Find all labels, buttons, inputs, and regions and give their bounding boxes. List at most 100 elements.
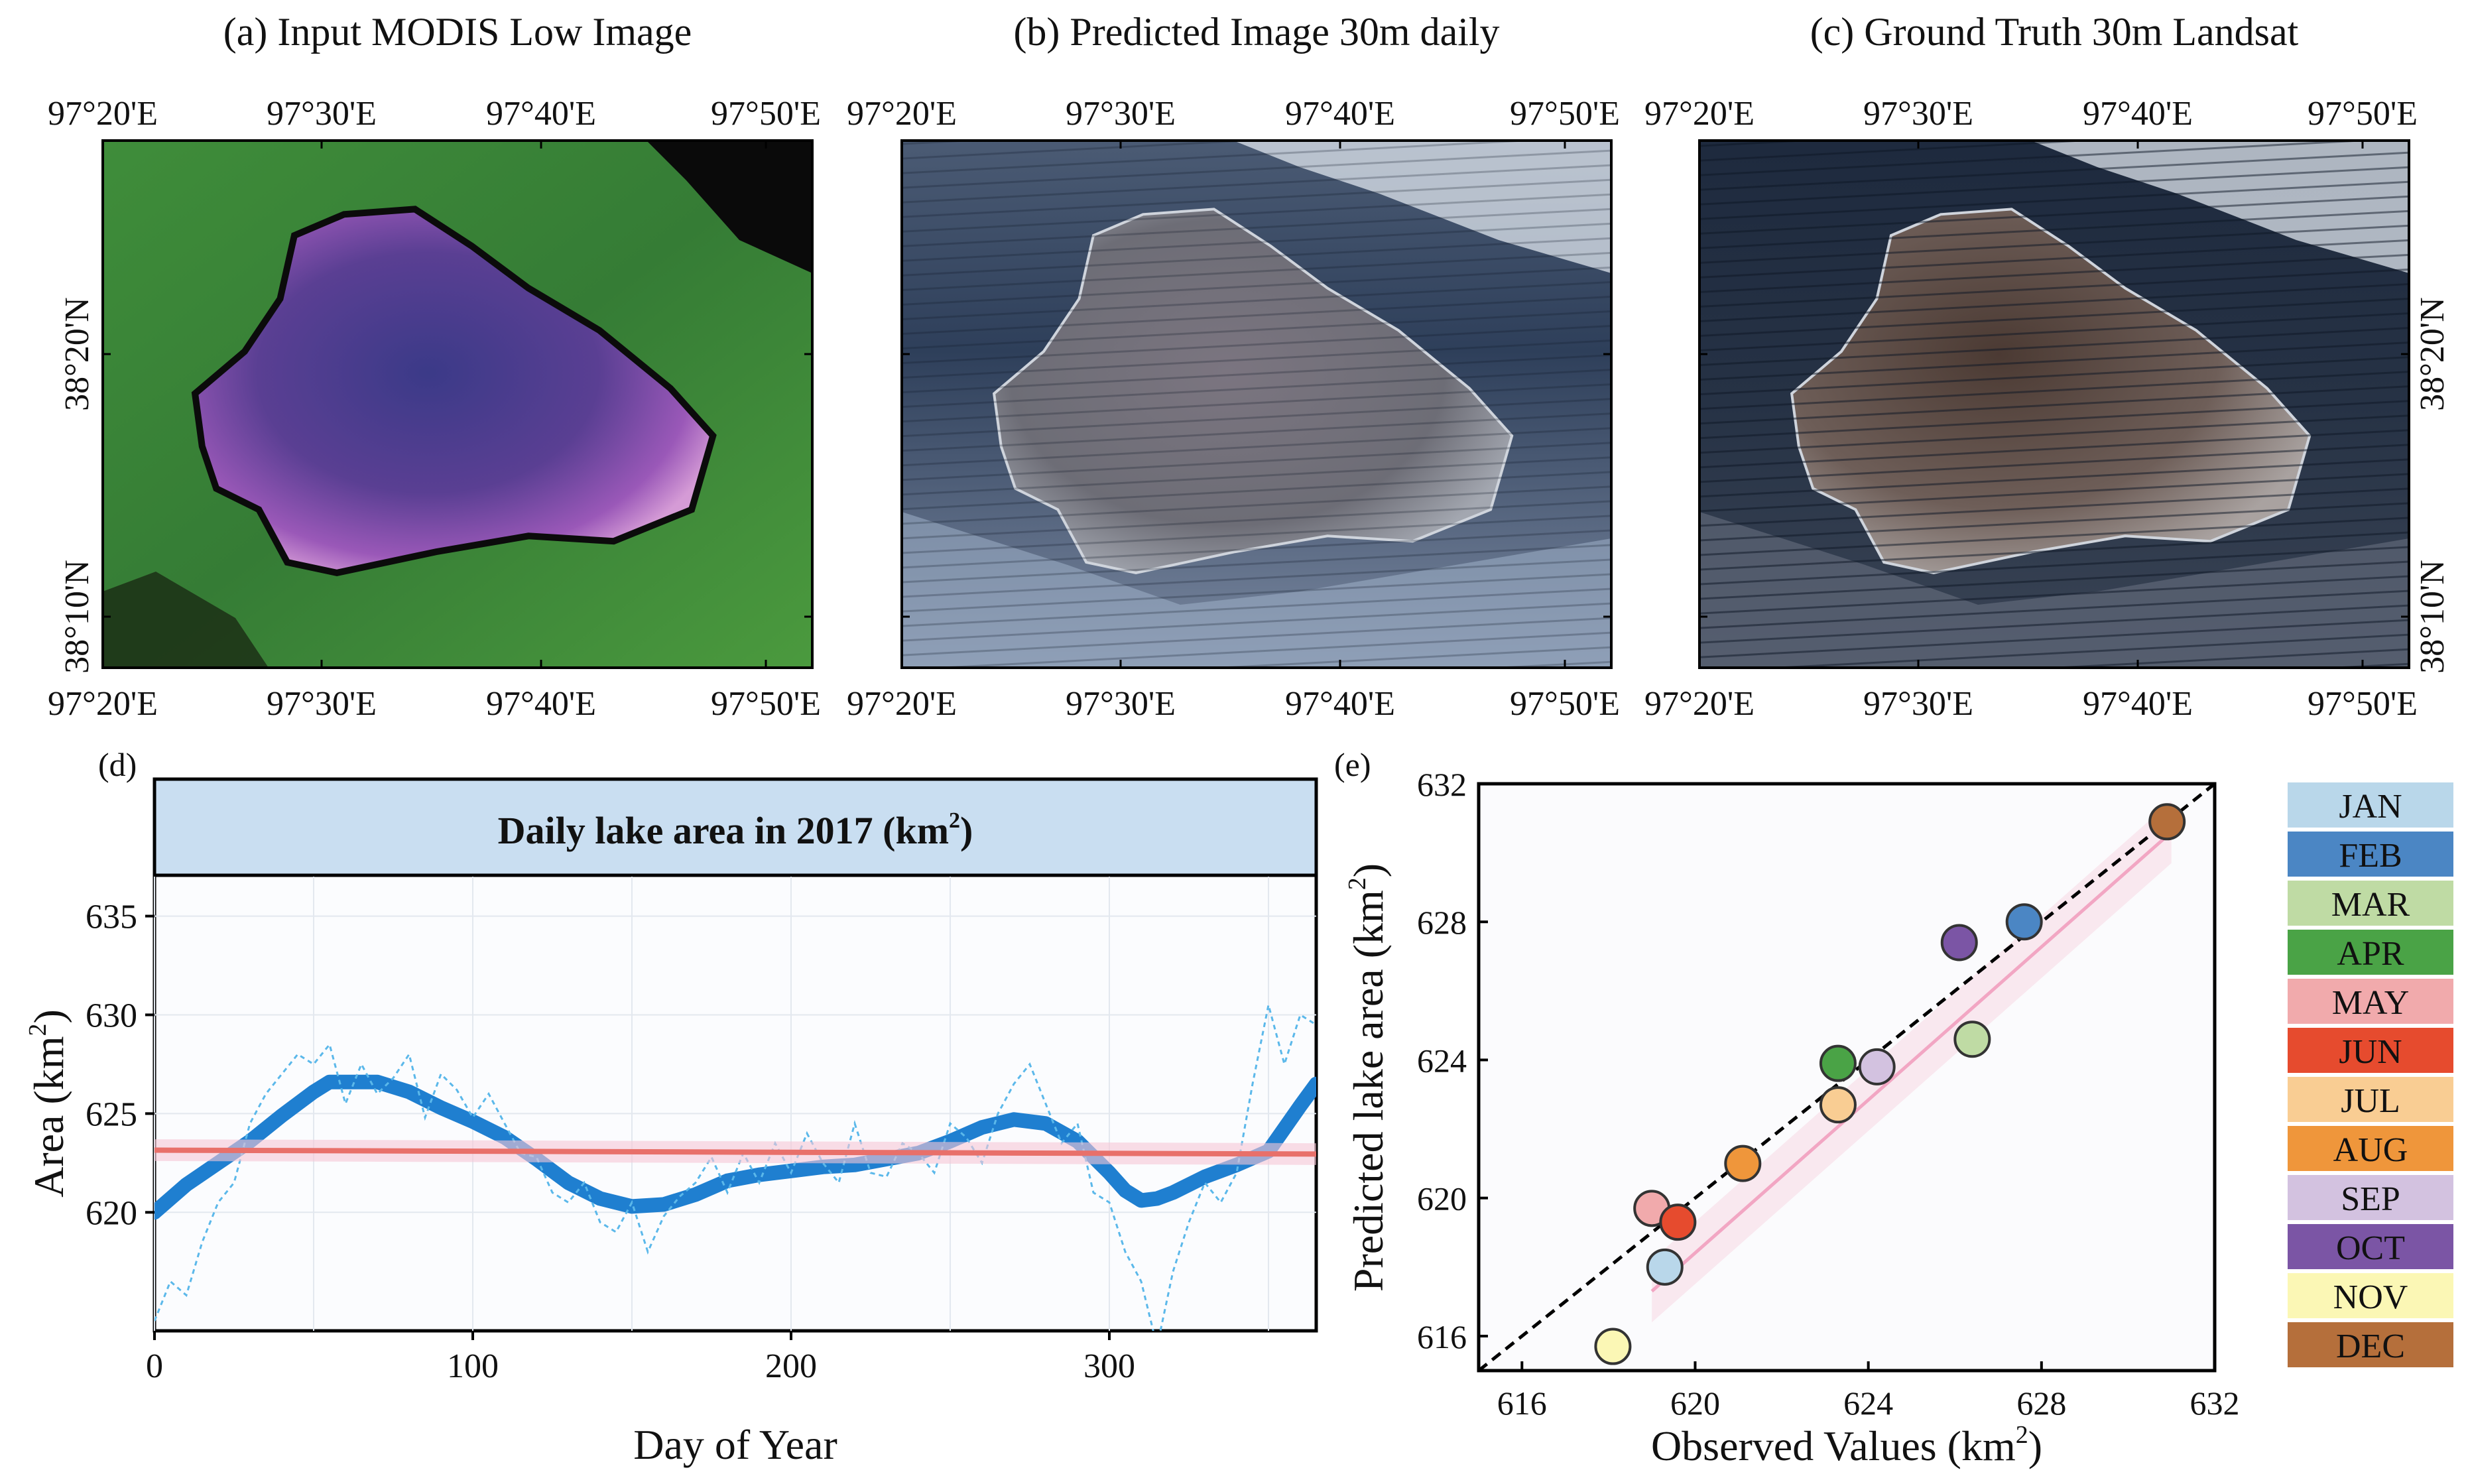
y-tick-label: 628	[1417, 904, 1467, 941]
map-xtick-top-a: 97°50'E	[711, 95, 821, 133]
legend-label-jan: JAN	[2339, 788, 2402, 826]
map-frame-b	[900, 139, 1613, 669]
panel-d-xlabel: Day of Year	[633, 1421, 837, 1468]
legend-swatch-mar	[2288, 881, 2453, 926]
map-xtick-top-b: 97°40'E	[1285, 95, 1395, 133]
y-tick-label: 630	[86, 997, 137, 1034]
map-xtick-top-b: 97°20'E	[847, 95, 957, 133]
panel-e-axes: 616 620 624 628 632 616 620 624 628 632	[1417, 766, 2240, 1422]
scatter-point-sep	[1858, 1048, 1896, 1085]
series-linear-trend	[154, 1147, 1316, 1157]
panel-d-ylabel: Area (km2)	[24, 1009, 72, 1198]
scatter-point-jul	[1819, 1086, 1857, 1124]
legend-swatch-feb	[2288, 832, 2453, 877]
legend-label-nov: NOV	[2333, 1278, 2408, 1316]
legend-label-feb: FEB	[2339, 837, 2402, 875]
map-title-a: (a) Input MODIS Low Image	[223, 10, 692, 54]
legend-swatch-jun	[2288, 1028, 2453, 1073]
panel-d-letter: (d)	[98, 746, 137, 783]
map-title-c: (c) Ground Truth 30m Landsat	[1810, 10, 2299, 54]
panel-d-grid	[154, 877, 1316, 1331]
panel-d-title: Daily lake area in 2017 (km2)	[498, 808, 973, 852]
scatter-point-apr	[1819, 1044, 1857, 1082]
legend-label-mar: MAR	[2331, 886, 2410, 924]
map-panel-c: (c) Ground Truth 30m Landsat 97°20'E 97°20…	[1644, 10, 2451, 723]
map-xtick-bottom-b: 97°20'E	[847, 685, 957, 723]
y-tick-label: 620	[1417, 1180, 1467, 1217]
legend-label-sep: SEP	[2341, 1180, 2400, 1218]
panel-e-letter: (e)	[1334, 746, 1371, 783]
map-xtick-bottom-c: 97°50'E	[2308, 685, 2418, 723]
map-xtick-bottom-c: 97°30'E	[1863, 685, 1973, 723]
legend-label-may: MAY	[2332, 984, 2410, 1022]
map-xtick-top-b: 97°30'E	[1066, 95, 1176, 133]
panel-d-series	[154, 1005, 1316, 1331]
y-tick-label: 635	[86, 898, 137, 936]
panel-d-title-box	[153, 777, 1318, 877]
legend-swatch-nov	[2288, 1273, 2453, 1318]
scan-stripes-b	[902, 141, 1611, 668]
map-xtick-top-c: 97°40'E	[2083, 95, 2193, 133]
map-xtick-bottom-c: 97°20'E	[1644, 685, 1755, 723]
map-title-b: (b) Predicted Image 30m daily	[1013, 10, 1499, 54]
map-dark-patch-a	[103, 572, 269, 668]
legend-label-oct: OCT	[2336, 1229, 2405, 1267]
scatter-point-nov	[1594, 1328, 1632, 1365]
map-ytick-c: 38°10'N	[2414, 560, 2451, 674]
panel-e-scatter: (e) 616 620 624 628 632 616 620 624 628 632 Obser…	[1334, 746, 2240, 1469]
scatter-point-aug	[1724, 1144, 1762, 1182]
y-tick-label: 620	[86, 1194, 137, 1232]
map-xtick-bottom-c: 97°40'E	[2083, 685, 2193, 723]
legend-swatch-aug	[2288, 1126, 2453, 1171]
legend-swatch-oct	[2288, 1224, 2453, 1269]
lake-a	[191, 206, 717, 577]
map-xtick-bottom-a: 97°40'E	[486, 685, 596, 723]
map-xtick-top-c: 97°20'E	[1644, 95, 1755, 133]
y-tick-label: 625	[86, 1095, 137, 1133]
map-ytick-c: 38°20'N	[2414, 297, 2451, 411]
scatter-point-jun	[1659, 1204, 1697, 1241]
legend-label-dec: DEC	[2336, 1328, 2405, 1365]
map-panels: (a) Input MODIS Low Image 97°20'E 97°20'E 9…	[48, 10, 2451, 723]
scan-stripes-c	[1699, 141, 2409, 668]
map-xtick-bottom-b: 97°40'E	[1285, 685, 1395, 723]
map-xtick-bottom-b: 97°50'E	[1510, 685, 1620, 723]
scatter-point-feb	[2005, 903, 2043, 941]
panel-e-ylabel: Predicted lake area (km2)	[1343, 863, 1392, 1292]
x-tick-label: 200	[765, 1347, 817, 1385]
map-panel-a: (a) Input MODIS Low Image 97°20'E 97°20'E 9…	[48, 10, 821, 723]
map-xtick-top-b: 97°50'E	[1510, 95, 1620, 133]
scatter-point-oct	[1940, 924, 1978, 961]
panel-d-plot-area	[153, 873, 1318, 1333]
legend-label-jun: JUN	[2339, 1033, 2402, 1071]
legend-swatch-apr	[2288, 930, 2453, 975]
legend-label-jul: JUL	[2341, 1082, 2400, 1120]
legend-swatch-jul	[2288, 1077, 2453, 1122]
map-frame-a	[101, 139, 814, 669]
scatter-point-dec	[2148, 803, 2186, 841]
panel-e-series	[1477, 782, 2216, 1372]
x-tick-label: 100	[447, 1347, 499, 1385]
x-tick-label: 624	[1843, 1385, 1893, 1422]
map-xtick-bottom-b: 97°30'E	[1066, 685, 1176, 723]
panel-d-axes: 0 100 200 300 620 625 630 635	[86, 898, 1135, 1385]
x-tick-label: 620	[1670, 1385, 1720, 1422]
map-ytick-a: 38°20'N	[58, 297, 96, 411]
y-tick-label: 616	[1417, 1318, 1467, 1355]
scatter-point-mar	[1953, 1020, 1991, 1058]
map-ytick-a: 38°10'N	[58, 560, 96, 674]
legend-label-apr: APR	[2337, 935, 2404, 973]
x-tick-label: 0	[146, 1347, 163, 1385]
map-xtick-bottom-a: 97°30'E	[267, 685, 377, 723]
x-tick-label: 632	[2190, 1385, 2240, 1422]
map-nodata-corner-a	[647, 141, 812, 273]
legend-swatch-sep	[2288, 1175, 2453, 1220]
legend-swatch-jan	[2288, 782, 2453, 828]
map-xtick-top-c: 97°30'E	[1863, 95, 1973, 133]
fit-line	[1650, 831, 2173, 1293]
x-tick-label: 616	[1497, 1385, 1547, 1422]
map-xtick-top-a: 97°30'E	[267, 95, 377, 133]
legend-label-aug: AUG	[2333, 1131, 2408, 1169]
y-tick-label: 632	[1417, 766, 1467, 803]
